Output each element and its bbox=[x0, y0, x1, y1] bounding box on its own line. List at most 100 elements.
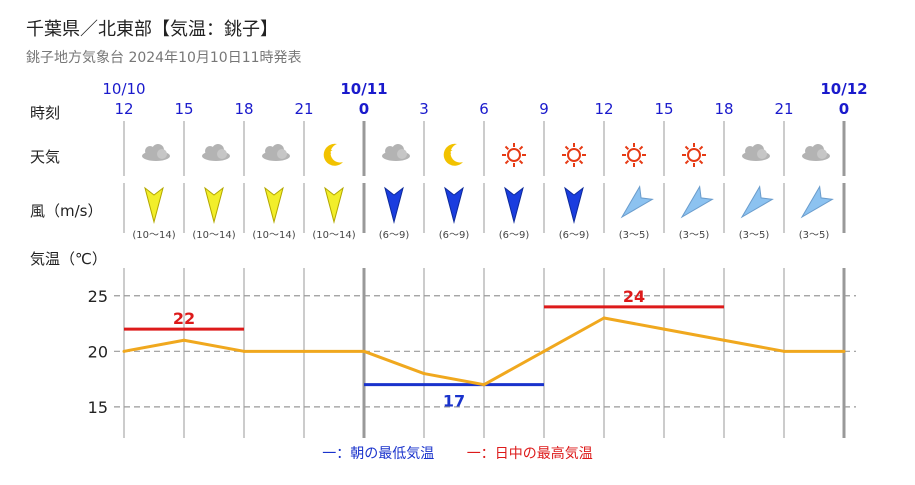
wind-range: (10〜14) bbox=[192, 230, 235, 241]
wind-arrow-icon bbox=[384, 186, 404, 224]
wind-range: (6〜9) bbox=[379, 230, 410, 241]
temperature-point bbox=[842, 349, 846, 353]
temperature-point bbox=[122, 349, 126, 353]
legend-max: 一：日中の最高気温 bbox=[466, 446, 593, 462]
sunny-icon bbox=[682, 143, 706, 167]
wind-range: (3〜5) bbox=[799, 230, 830, 241]
wind-arrow-icon bbox=[800, 185, 834, 219]
wind-arrow-icon bbox=[204, 186, 224, 224]
wind-arrow-icon bbox=[264, 186, 284, 224]
hour-label: 12 bbox=[594, 100, 613, 118]
legend-min: 一：朝の最低気温 bbox=[322, 446, 435, 462]
temperature-point bbox=[782, 349, 786, 353]
sun-ray bbox=[578, 145, 584, 151]
clear-night-icon: ★ bbox=[443, 143, 463, 166]
cloudy-icon bbox=[802, 144, 830, 161]
hour-label: 18 bbox=[714, 100, 733, 118]
temperature-point bbox=[482, 383, 486, 387]
hour-label: 18 bbox=[234, 100, 253, 118]
cloudy-icon bbox=[742, 144, 770, 161]
row-label-weather: 天気 bbox=[30, 148, 60, 166]
min-temperature-label: 17 bbox=[443, 392, 465, 411]
page-subtitle: 銚子地方気象台 2024年10月10日11時発表 bbox=[26, 50, 302, 66]
wind-range: (6〜9) bbox=[439, 230, 470, 241]
hour-label: 3 bbox=[419, 100, 429, 118]
hour-label: 15 bbox=[654, 100, 673, 118]
page-title: 千葉県／北東部【気温：銚子】 bbox=[26, 19, 278, 40]
sun-ray bbox=[624, 145, 630, 151]
cloud-puff bbox=[277, 149, 287, 159]
y-tick-label: 15 bbox=[88, 398, 108, 417]
sun-ray bbox=[638, 145, 644, 151]
row-label-temperature: 気温（℃） bbox=[30, 250, 107, 268]
temperature-point bbox=[542, 349, 546, 353]
sun-ray bbox=[564, 159, 570, 165]
hour-label: 9 bbox=[539, 100, 549, 118]
cloudy-icon bbox=[202, 144, 230, 161]
row-label-time: 時刻 bbox=[30, 104, 60, 122]
hour-label: 21 bbox=[774, 100, 793, 118]
wind-range: (3〜5) bbox=[679, 230, 710, 241]
wind-arrow-icon bbox=[504, 186, 524, 224]
sun-core bbox=[627, 148, 641, 162]
date-label: 10/10 bbox=[102, 80, 145, 98]
clear-night-icon: ★ bbox=[323, 143, 343, 166]
date-label: 10/11 bbox=[340, 80, 387, 98]
temperature-point bbox=[182, 338, 186, 342]
cloud-puff bbox=[217, 149, 227, 159]
wind-arrow-icon bbox=[740, 185, 774, 219]
moon-crescent bbox=[323, 143, 343, 166]
sun-ray bbox=[698, 159, 704, 165]
chart-legend: 一：朝の最低気温 一：日中の最高気温 bbox=[0, 443, 915, 463]
wind-arrow-icon bbox=[564, 186, 584, 224]
hour-label: 6 bbox=[479, 100, 489, 118]
sun-ray bbox=[504, 145, 510, 151]
hour-label: 0 bbox=[359, 100, 369, 118]
sun-core bbox=[687, 148, 701, 162]
wind-arrow-icon bbox=[144, 186, 164, 224]
sun-ray bbox=[698, 145, 704, 151]
sunny-icon bbox=[502, 143, 526, 167]
star-icon: ★ bbox=[325, 147, 333, 157]
sun-core bbox=[507, 148, 521, 162]
wind-arrow-icon bbox=[680, 185, 714, 219]
temperature-point bbox=[362, 349, 366, 353]
sun-ray bbox=[684, 145, 690, 151]
wind-range: (6〜9) bbox=[559, 230, 590, 241]
hour-label: 0 bbox=[839, 100, 849, 118]
temperature-point bbox=[422, 372, 426, 376]
hour-label: 15 bbox=[174, 100, 193, 118]
wind-range: (10〜14) bbox=[252, 230, 295, 241]
cloudy-icon bbox=[382, 144, 410, 161]
sun-core bbox=[567, 148, 581, 162]
hour-label: 21 bbox=[294, 100, 313, 118]
sun-ray bbox=[518, 159, 524, 165]
y-tick-label: 20 bbox=[88, 342, 108, 361]
wind-arrow-icon bbox=[620, 185, 654, 219]
cloudy-icon bbox=[262, 144, 290, 161]
temperature-point bbox=[722, 338, 726, 342]
row-label-wind: 風（m/s） bbox=[30, 202, 102, 220]
cloud-puff bbox=[397, 149, 407, 159]
cloud-puff bbox=[157, 149, 167, 159]
sun-ray bbox=[578, 159, 584, 165]
cloud-puff bbox=[817, 149, 827, 159]
wind-arrow-icon bbox=[324, 186, 344, 224]
moon-crescent bbox=[443, 143, 463, 166]
temperature-point bbox=[662, 327, 666, 331]
cloudy-icon bbox=[142, 144, 170, 161]
wind-range: (3〜5) bbox=[739, 230, 770, 241]
max-temperature-label: 22 bbox=[173, 309, 195, 328]
sun-ray bbox=[504, 159, 510, 165]
sun-ray bbox=[638, 159, 644, 165]
star-icon: ★ bbox=[445, 147, 453, 157]
sun-ray bbox=[624, 159, 630, 165]
temperature-point bbox=[602, 316, 606, 320]
wind-range: (10〜14) bbox=[312, 230, 355, 241]
cloud-puff bbox=[757, 149, 767, 159]
sunny-icon bbox=[622, 143, 646, 167]
sun-ray bbox=[518, 145, 524, 151]
wind-range: (6〜9) bbox=[499, 230, 530, 241]
y-tick-label: 25 bbox=[88, 287, 108, 306]
wind-arrow-icon bbox=[444, 186, 464, 224]
